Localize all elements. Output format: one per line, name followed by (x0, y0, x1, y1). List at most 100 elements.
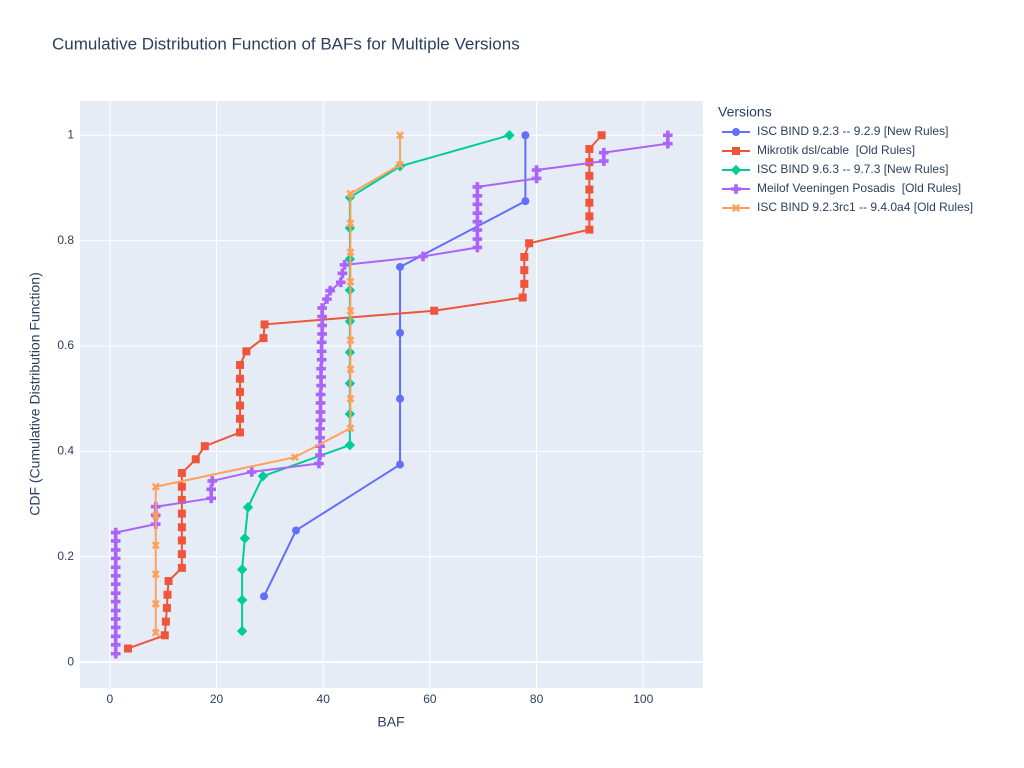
data-point (315, 450, 325, 460)
data-point (525, 239, 534, 248)
legend-marker (732, 204, 740, 212)
x-axis-title: BAF (377, 714, 404, 730)
data-point (346, 219, 355, 228)
data-point (430, 306, 439, 315)
data-point (151, 541, 160, 550)
data-point (314, 458, 324, 469)
data-point (317, 329, 327, 339)
data-point (585, 198, 594, 207)
data-point (151, 628, 160, 637)
data-point (316, 346, 327, 357)
data-point (316, 363, 326, 374)
data-point (177, 482, 186, 491)
data-point (521, 131, 530, 140)
data-point (662, 138, 673, 149)
data-point (472, 182, 483, 192)
data-point (317, 303, 327, 313)
x-tick-label: 20 (210, 692, 224, 706)
data-point (315, 415, 326, 426)
data-point (316, 380, 326, 391)
data-point (236, 428, 245, 437)
data-point (110, 605, 121, 616)
data-point (236, 360, 245, 369)
data-point (396, 262, 405, 271)
data-point (110, 622, 121, 633)
data-point (585, 185, 594, 194)
data-point (290, 453, 299, 462)
data-point (531, 165, 542, 175)
data-point (315, 398, 326, 408)
legend-title: Versions (718, 104, 772, 120)
data-point (396, 160, 405, 169)
y-tick-label: 0.4 (57, 444, 74, 458)
data-point (151, 482, 160, 491)
data-point (207, 476, 218, 486)
data-point (177, 509, 186, 518)
data-point (336, 277, 346, 288)
data-point (396, 394, 405, 403)
grid (80, 101, 703, 688)
data-point (177, 469, 186, 478)
data-point (206, 493, 217, 504)
data-point (585, 144, 594, 153)
data-point (520, 266, 529, 275)
data-point (520, 252, 529, 261)
data-point (151, 511, 160, 520)
data-point (177, 523, 186, 532)
legend-item[interactable]: ISC BIND 9.2.3 -- 9.2.9 [New Rules] (722, 124, 948, 138)
data-point (325, 285, 335, 296)
data-point (151, 599, 160, 608)
data-point (236, 414, 245, 423)
data-point (110, 631, 121, 642)
data-point (315, 441, 325, 451)
y-tick-label: 0.2 (57, 549, 74, 563)
data-point (236, 625, 248, 637)
legend-label: ISC BIND 9.6.3 -- 9.7.3 [New Rules] (757, 162, 948, 176)
legend-marker (730, 164, 742, 176)
data-point (346, 336, 355, 345)
data-point (346, 394, 355, 403)
data-point (472, 208, 483, 219)
data-point (662, 130, 673, 141)
data-point (472, 191, 483, 201)
data-point (110, 596, 121, 607)
data-point (598, 156, 609, 166)
data-point (472, 225, 483, 235)
data-point (163, 590, 172, 599)
data-point (316, 372, 326, 382)
data-point (191, 455, 200, 464)
data-point (317, 320, 327, 331)
data-point (200, 442, 209, 451)
data-point (239, 533, 251, 544)
data-point (520, 279, 529, 288)
data-point (346, 365, 355, 374)
data-point (315, 389, 326, 400)
data-point (177, 536, 186, 545)
data-point (315, 423, 325, 434)
data-point (110, 648, 121, 659)
y-tick-label: 0.6 (57, 338, 74, 352)
data-point (585, 212, 594, 221)
data-point (110, 570, 121, 581)
data-point (242, 347, 251, 356)
data-point (344, 439, 356, 451)
legend-item[interactable]: Meilof Veeningen Posadis [Old Rules] (722, 181, 961, 195)
legend-item[interactable]: Mikrotik dsl/cable [Old Rules] (722, 143, 915, 157)
data-point (177, 550, 186, 559)
data-point (164, 577, 173, 586)
data-point (472, 242, 483, 253)
data-point (260, 592, 269, 601)
data-point (472, 216, 483, 227)
data-point (246, 467, 257, 477)
data-point (206, 484, 217, 495)
data-point (260, 320, 269, 329)
data-point (110, 553, 121, 564)
legend-item[interactable]: ISC BIND 9.6.3 -- 9.7.3 [New Rules] (722, 162, 948, 176)
data-point (337, 268, 348, 279)
data-point (292, 526, 301, 535)
data-point (236, 374, 245, 383)
data-point (110, 536, 121, 546)
x-tick-label: 0 (107, 692, 114, 706)
legend-marker (732, 128, 740, 136)
legend-item[interactable]: ISC BIND 9.2.3rc1 -- 9.4.0a4 [Old Rules] (722, 200, 973, 214)
